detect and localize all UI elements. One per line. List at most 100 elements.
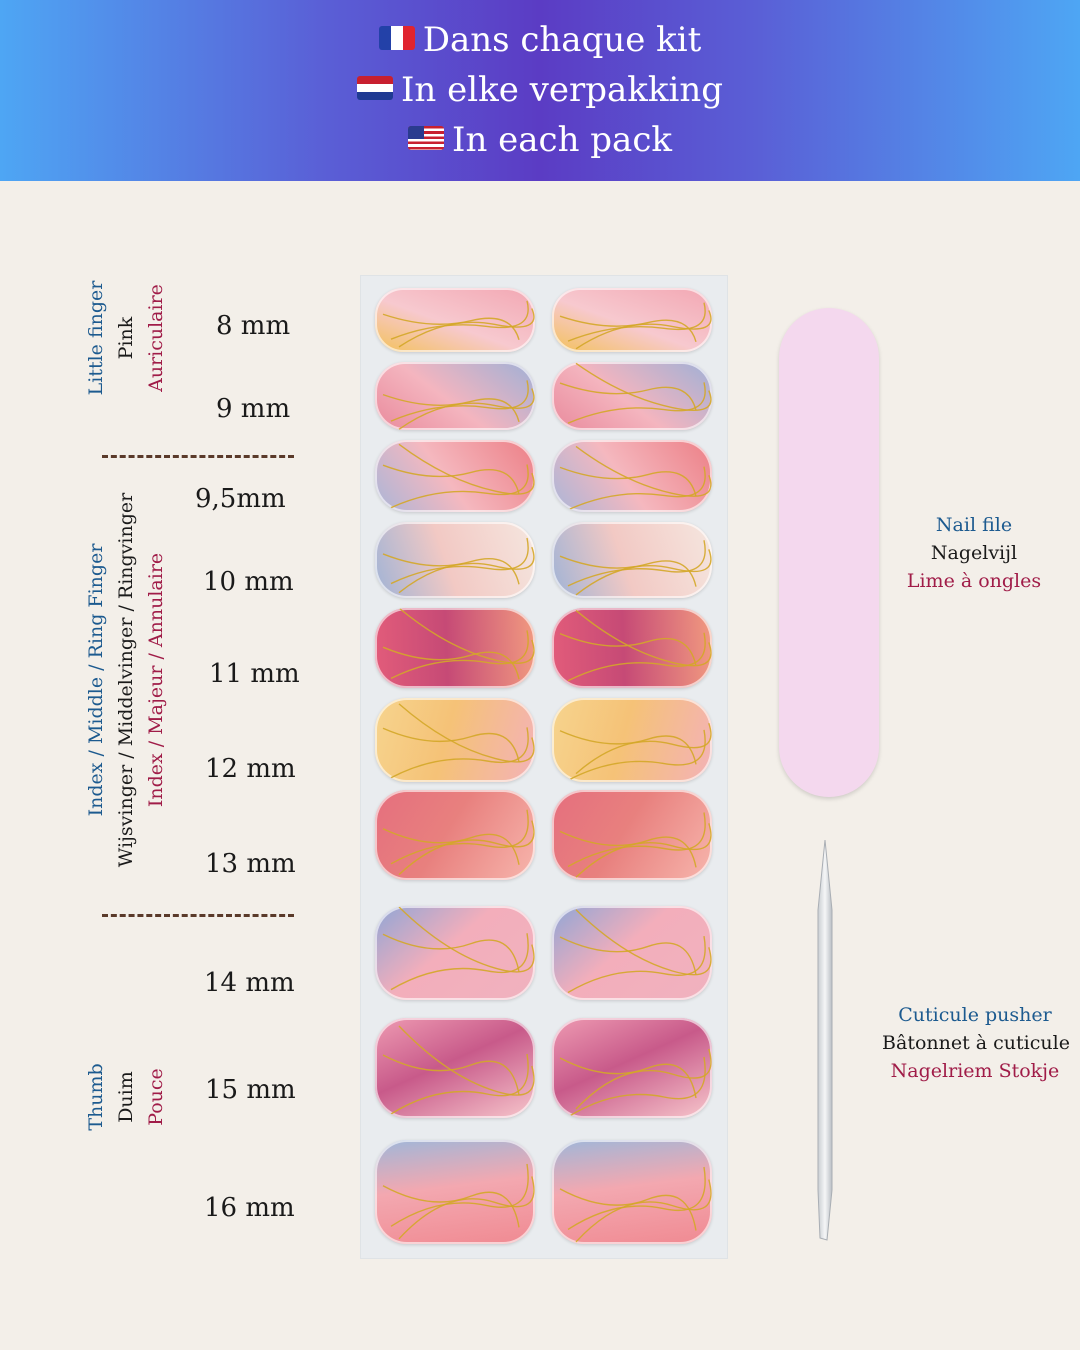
gold-vein [576, 549, 711, 595]
size-label: 13 mm [205, 849, 296, 879]
netherlands-flag-icon [356, 76, 393, 100]
nail-sticker [375, 698, 535, 782]
size-label: 12 mm [205, 754, 296, 784]
gold-vein [568, 1057, 705, 1117]
nail-file-image [779, 308, 879, 797]
middle-fingers-label-en: Index / Middle / Ring Finger [85, 543, 107, 817]
gold-vein-pattern [552, 698, 712, 782]
gold-vein [383, 647, 519, 679]
gold-vein-pattern [552, 362, 712, 430]
gold-vein-pattern [375, 1018, 535, 1118]
gold-vein [391, 1054, 528, 1114]
gold-vein [568, 382, 705, 423]
nail-sticker [552, 906, 712, 1000]
gold-vein-pattern [375, 698, 535, 782]
gold-vein-pattern [375, 522, 535, 598]
nail-sticker [375, 608, 535, 688]
gold-vein [399, 308, 534, 346]
gold-vein [576, 310, 711, 348]
little-finger-label-en: Little finger [85, 280, 107, 396]
nail-sticker-sheet [360, 275, 728, 1259]
gold-vein [383, 1055, 519, 1095]
nail-sticker [552, 790, 712, 880]
nail-sticker [375, 362, 535, 430]
gold-vein [399, 1176, 534, 1238]
gold-vein [576, 910, 711, 975]
usa-flag-icon [408, 126, 445, 150]
group-divider [102, 455, 294, 458]
gold-vein [560, 556, 696, 586]
gold-vein [399, 389, 534, 430]
gold-vein [576, 1049, 711, 1109]
nail-sticker [552, 362, 712, 430]
pusher-label-fr: Bâtonnet à cuticule [882, 1032, 1070, 1054]
gold-vein-pattern [552, 1140, 712, 1244]
header-line-fr: Dans chaque kit [0, 20, 1080, 60]
gold-vein [568, 1167, 705, 1229]
nail-sticker [375, 906, 535, 1000]
gold-vein [560, 1058, 696, 1098]
gold-vein [576, 446, 711, 496]
gold-vein-pattern [375, 906, 535, 1000]
gold-vein [383, 728, 519, 762]
gold-vein [560, 1189, 696, 1231]
cuticle-pusher-image [817, 840, 833, 1241]
gold-vein [576, 610, 711, 665]
gold-vein [576, 1180, 711, 1242]
nail-file-label-nl: Nagelvijl [930, 542, 1018, 564]
size-label: 11 mm [209, 659, 300, 689]
gold-vein-pattern [552, 906, 712, 1000]
nail-sticker [375, 440, 535, 512]
gold-vein [576, 723, 711, 773]
gold-vein-pattern [375, 608, 535, 688]
nail-sticker [375, 790, 535, 880]
nail-file-label-fr: Lime à ongles [906, 570, 1042, 592]
gold-vein-pattern [375, 790, 535, 880]
size-label: 8 mm [216, 311, 291, 341]
gold-vein [391, 727, 528, 777]
gold-vein [568, 540, 705, 586]
gold-vein [383, 1186, 519, 1228]
gold-vein [568, 730, 705, 780]
group-divider [102, 914, 294, 917]
thumb-label-en: Thumb [85, 1063, 107, 1131]
nail-sticker [375, 1140, 535, 1244]
france-flag-icon [378, 26, 415, 50]
nail-sticker [375, 1018, 535, 1118]
header-banner: Dans chaque kit In elke verpakking In ea… [0, 0, 1080, 181]
gold-vein [399, 547, 534, 593]
middle-fingers-label-fr: Index / Majeur / Annulaire [145, 552, 167, 808]
gold-vein [560, 731, 696, 765]
size-label: 9 mm [216, 394, 291, 424]
nail-sticker [552, 1140, 712, 1244]
little-finger-label-fr: Auriculaire [145, 284, 167, 392]
gold-vein-pattern [375, 440, 535, 512]
gold-vein [399, 704, 534, 762]
gold-vein [391, 301, 528, 339]
gold-vein [568, 813, 705, 867]
gold-vein [568, 936, 705, 992]
gold-vein [560, 634, 696, 666]
gold-vein [399, 444, 534, 494]
nail-sticker [552, 1018, 712, 1118]
nail-sticker [552, 522, 712, 598]
gold-vein-pattern [552, 1018, 712, 1118]
header-line-nl: In elke verpakking [0, 70, 1080, 110]
gold-vein-pattern [375, 1140, 535, 1244]
gold-vein [383, 465, 519, 494]
nail-sticker [552, 698, 712, 782]
gold-vein-pattern [375, 362, 535, 430]
gold-vein-pattern [375, 288, 535, 352]
gold-vein-pattern [552, 288, 712, 352]
gold-vein [391, 464, 528, 507]
nail-sticker [552, 288, 712, 352]
size-label: 10 mm [203, 567, 294, 597]
pusher-label-nl: Nagelriem Stokje [890, 1060, 1060, 1082]
gold-vein [399, 907, 534, 972]
gold-vein [391, 630, 528, 678]
gold-vein [383, 554, 519, 584]
size-label: 15 mm [205, 1075, 296, 1105]
gold-vein [391, 538, 528, 584]
thumb-label-nl: Duim [115, 1071, 137, 1123]
header-text-nl: In elke verpakking [400, 70, 724, 110]
